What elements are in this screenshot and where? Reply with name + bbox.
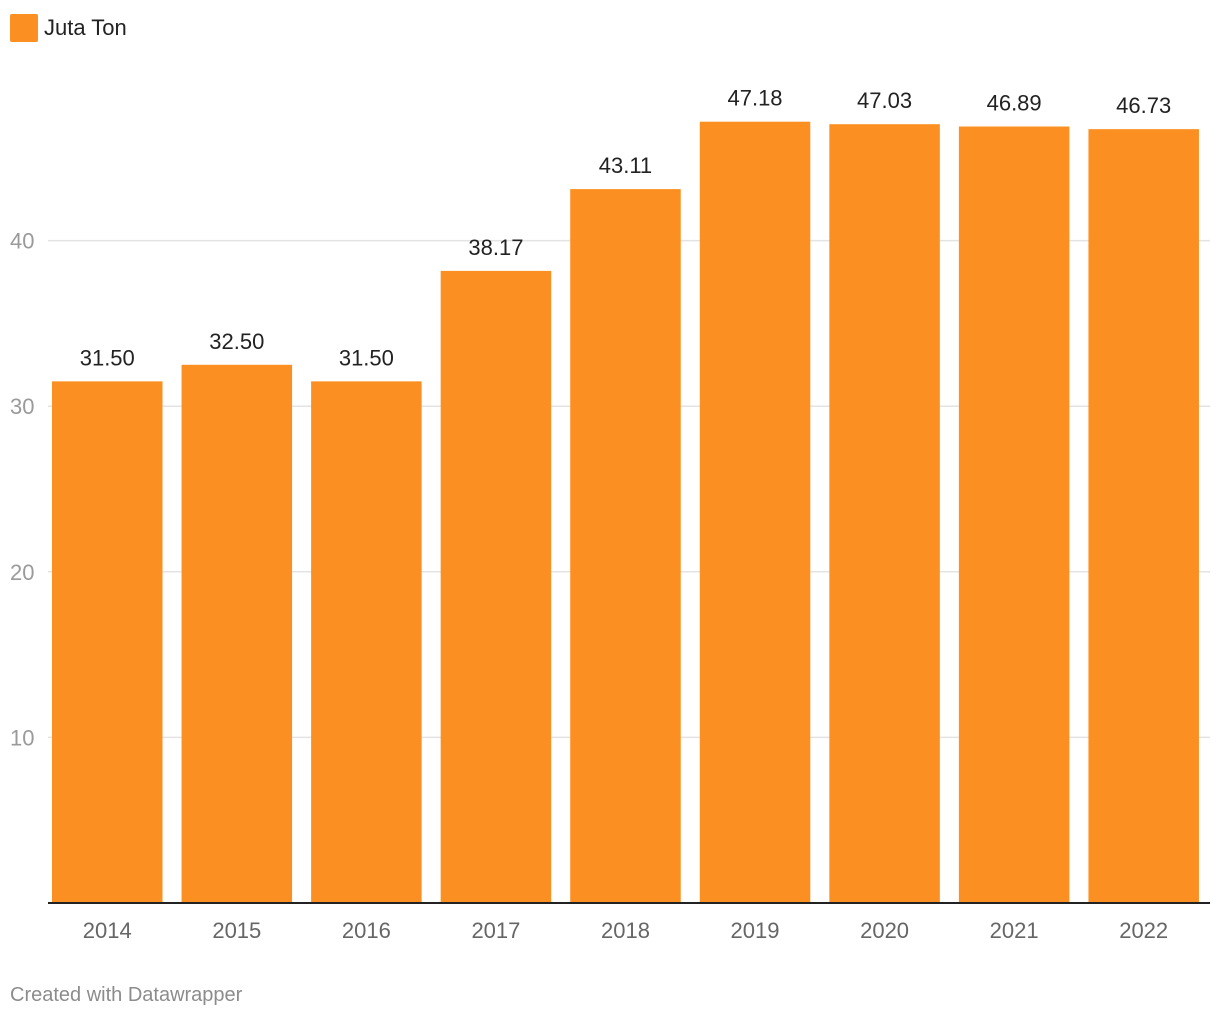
data-label-2015: 32.50: [209, 329, 264, 354]
y-tick-label-30: 30: [10, 394, 34, 419]
x-tick-label-2015: 2015: [212, 918, 261, 943]
legend: Juta Ton: [10, 14, 127, 42]
bar-2014: [52, 381, 163, 903]
data-label-2014: 31.50: [80, 345, 135, 370]
legend-swatch: [10, 14, 38, 42]
x-tick-label-2017: 2017: [471, 918, 520, 943]
credit-text: Created with Datawrapper: [10, 984, 243, 1006]
bar-2019: [699, 121, 811, 903]
x-tick-label-2022: 2022: [1119, 918, 1168, 943]
x-tick-label-2016: 2016: [342, 918, 391, 943]
data-label-2021: 46.89: [987, 91, 1042, 116]
x-tick-label-2019: 2019: [731, 918, 780, 943]
x-tick-label-2020: 2020: [860, 918, 909, 943]
data-label-2016: 31.50: [339, 345, 394, 370]
bar-2016: [311, 381, 422, 903]
bar-2022: [1088, 129, 1199, 904]
x-tick-label-2021: 2021: [990, 918, 1039, 943]
bar-2017: [440, 270, 552, 903]
y-tick-label-20: 20: [10, 560, 34, 585]
data-label-2018: 43.11: [599, 153, 652, 178]
data-label-2020: 47.03: [857, 88, 912, 113]
y-tick-label-10: 10: [10, 725, 34, 750]
data-label-2017: 38.17: [468, 235, 523, 260]
x-tick-label-2014: 2014: [83, 918, 132, 943]
bar-2021: [958, 126, 1070, 904]
data-label-2022: 46.73: [1116, 93, 1171, 118]
bar-2015: [181, 364, 293, 903]
x-tick-label-2018: 2018: [601, 918, 650, 943]
y-tick-label-40: 40: [10, 229, 34, 254]
data-label-2019: 47.18: [727, 86, 782, 111]
legend-label: Juta Ton: [44, 15, 127, 40]
bar-2018: [570, 189, 681, 904]
bar-2020: [829, 124, 940, 903]
